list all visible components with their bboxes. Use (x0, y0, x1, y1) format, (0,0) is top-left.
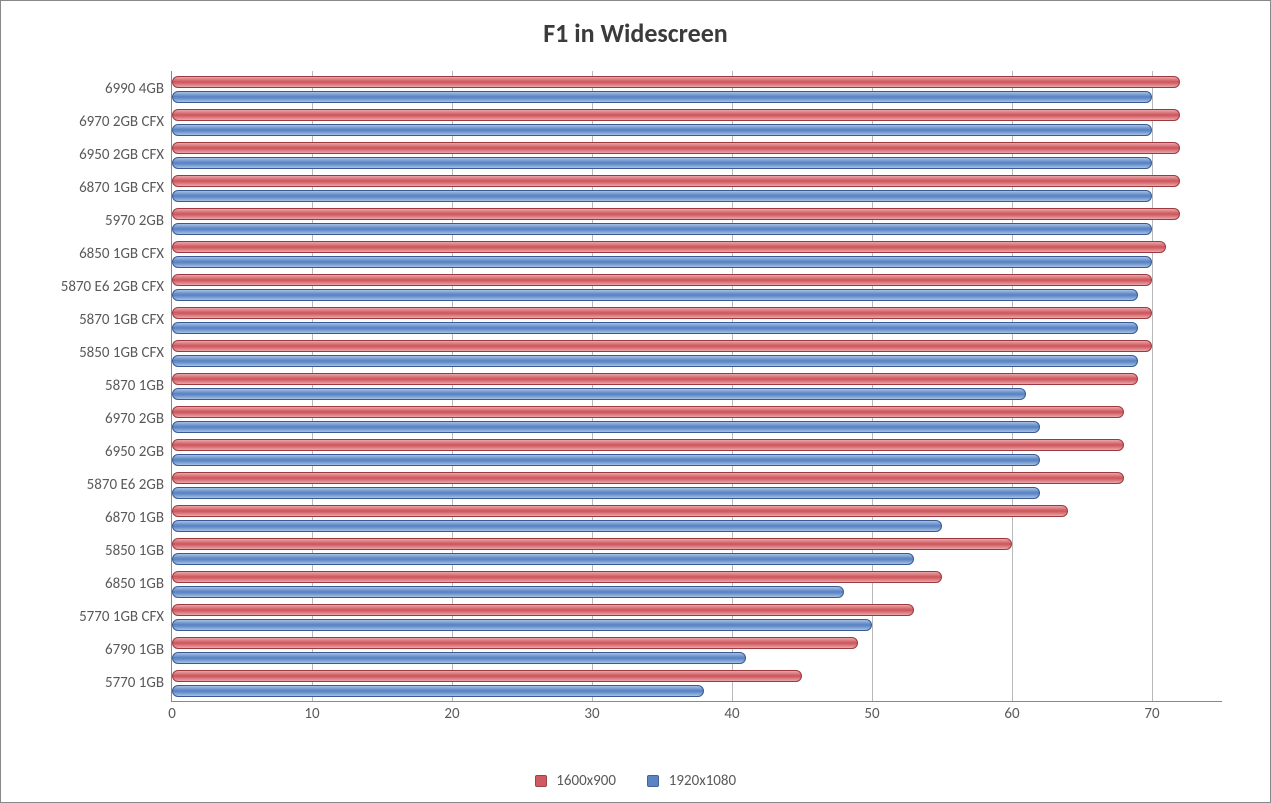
legend-item-1600x900: 1600x900 (535, 772, 616, 790)
bar-1920x1080 (172, 520, 942, 532)
bar-1920x1080 (172, 190, 1152, 202)
legend-swatch-1600x900 (535, 775, 547, 787)
y-category-label: 5870 E6 2GB (87, 476, 172, 494)
bar-1920x1080 (172, 256, 1152, 268)
y-category-label: 6970 2GB CFX (79, 113, 172, 131)
bar-1920x1080 (172, 157, 1152, 169)
x-tick-label: 20 (444, 705, 459, 723)
legend-label-1920x1080: 1920x1080 (669, 772, 736, 790)
y-category-label: 5870 1GB CFX (79, 311, 172, 329)
bar-1600x900 (172, 670, 802, 682)
bar-1920x1080 (172, 421, 1040, 433)
bar-1600x900 (172, 208, 1180, 220)
bar-1920x1080 (172, 289, 1138, 301)
x-tick-label: 0 (168, 705, 176, 723)
legend-swatch-1920x1080 (647, 775, 659, 787)
bar-1920x1080 (172, 322, 1138, 334)
bar-1600x900 (172, 571, 942, 583)
chart-frame: F1 in Widescreen 0102030405060706990 4GB… (0, 0, 1271, 803)
y-category-label: 6950 2GB (105, 443, 172, 461)
chart-title: F1 in Widescreen (1, 17, 1270, 49)
bar-1600x900 (172, 274, 1152, 286)
bar-1600x900 (172, 538, 1012, 550)
bar-1600x900 (172, 175, 1180, 187)
bar-1600x900 (172, 76, 1180, 88)
bar-1920x1080 (172, 685, 704, 697)
bar-1920x1080 (172, 355, 1138, 367)
legend-label-1600x900: 1600x900 (556, 772, 616, 790)
bar-1600x900 (172, 439, 1124, 451)
bar-1920x1080 (172, 124, 1152, 136)
bar-1920x1080 (172, 388, 1026, 400)
plot-area: 0102030405060706990 4GB6970 2GB CFX6950 … (171, 71, 1221, 731)
y-category-label: 5850 1GB CFX (79, 344, 172, 362)
bar-1920x1080 (172, 553, 914, 565)
y-category-label: 6990 4GB (105, 80, 172, 98)
bar-1600x900 (172, 241, 1166, 253)
y-category-label: 6850 1GB (105, 575, 172, 593)
legend-item-1920x1080: 1920x1080 (647, 772, 736, 790)
x-tick-label: 70 (1144, 705, 1159, 723)
x-tick-label: 10 (304, 705, 319, 723)
bar-1600x900 (172, 142, 1180, 154)
bar-1920x1080 (172, 91, 1152, 103)
y-category-label: 6850 1GB CFX (79, 245, 172, 263)
y-category-label: 5850 1GB (105, 542, 172, 560)
x-tick-label: 30 (584, 705, 599, 723)
bar-1600x900 (172, 505, 1068, 517)
bar-1600x900 (172, 340, 1152, 352)
y-category-label: 6950 2GB CFX (79, 146, 172, 164)
bar-1600x900 (172, 406, 1124, 418)
y-category-label: 5870 E6 2GB CFX (61, 278, 172, 296)
y-category-label: 6970 2GB (105, 410, 172, 428)
y-category-label: 5770 1GB CFX (79, 608, 172, 626)
x-tick-label: 50 (864, 705, 879, 723)
bar-1600x900 (172, 472, 1124, 484)
gridline (1152, 71, 1153, 701)
bar-1600x900 (172, 637, 858, 649)
bar-1920x1080 (172, 619, 872, 631)
bar-1920x1080 (172, 652, 746, 664)
y-category-label: 6870 1GB (105, 509, 172, 527)
bar-1600x900 (172, 373, 1138, 385)
y-category-label: 5770 1GB (105, 674, 172, 692)
y-category-label: 5970 2GB (105, 212, 172, 230)
bar-1920x1080 (172, 223, 1152, 235)
x-tick-label: 40 (724, 705, 739, 723)
y-category-label: 6870 1GB CFX (79, 179, 172, 197)
plot-inner: 0102030405060706990 4GB6970 2GB CFX6950 … (171, 71, 1222, 702)
bar-1920x1080 (172, 454, 1040, 466)
bar-1920x1080 (172, 586, 844, 598)
x-tick-label: 60 (1004, 705, 1019, 723)
bar-1600x900 (172, 109, 1180, 121)
y-category-label: 6790 1GB (105, 641, 172, 659)
legend: 1600x900 1920x1080 (1, 772, 1270, 790)
bar-1920x1080 (172, 487, 1040, 499)
bar-1600x900 (172, 604, 914, 616)
y-category-label: 5870 1GB (105, 377, 172, 395)
bar-1600x900 (172, 307, 1152, 319)
